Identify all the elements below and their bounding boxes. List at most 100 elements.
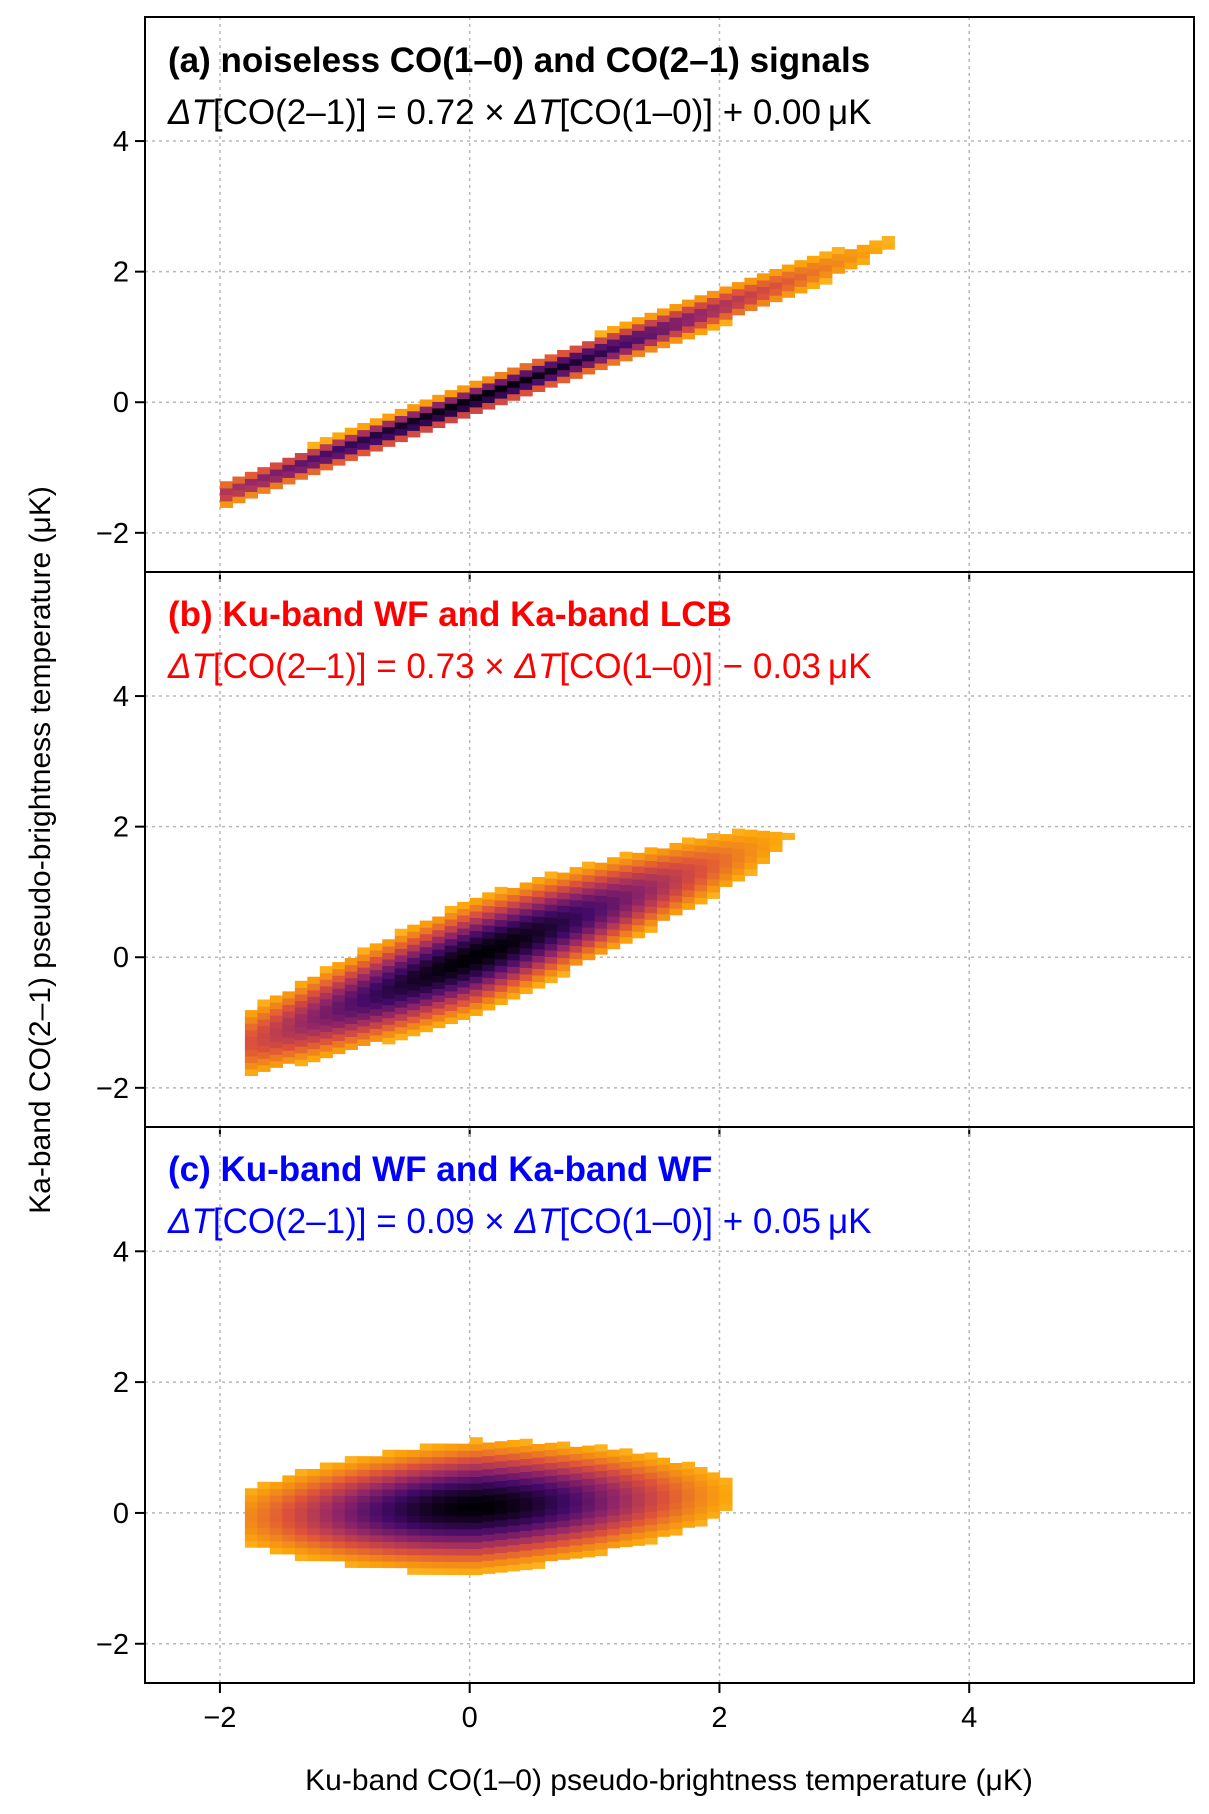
heatmap-cell <box>457 1456 471 1464</box>
heatmap-cell <box>619 1461 633 1469</box>
heatmap-cell <box>244 1036 258 1044</box>
heatmap-cell <box>457 1006 471 1014</box>
heatmap-cell <box>657 1470 671 1478</box>
heatmap-cell <box>756 850 771 858</box>
heatmap-cell <box>756 292 771 301</box>
heatmap-cell <box>469 1502 483 1510</box>
heatmap-cell <box>544 1468 558 1477</box>
heatmap-cell <box>332 432 346 440</box>
heatmap-cell <box>594 1450 608 1459</box>
heatmap-cell <box>557 957 571 965</box>
heatmap-cell <box>544 910 558 918</box>
heatmap-cell <box>607 929 621 937</box>
heatmap-cell <box>494 1519 508 1527</box>
heatmap-cell <box>307 1475 321 1483</box>
heatmap-cell <box>731 867 746 875</box>
heatmap-cell <box>444 925 458 933</box>
heatmap-cell <box>357 1501 371 1510</box>
heatmap-cell <box>357 993 371 1001</box>
heatmap-cell <box>332 1554 346 1562</box>
heatmap-cell <box>282 464 296 472</box>
y-tick-label: −2 <box>96 518 129 550</box>
heatmap-cell <box>407 404 421 412</box>
heatmap-cell <box>344 984 358 992</box>
fit-equation: ΔT[CO(2–1)] = 0.72 × ΔT[CO(1–0)] + 0.00 … <box>167 93 872 132</box>
heatmap-cell <box>432 949 446 957</box>
heatmap-cell <box>369 1475 383 1484</box>
heatmap-cell <box>357 436 371 444</box>
heatmap-cell <box>432 942 446 950</box>
heatmap-cell <box>731 861 746 869</box>
heatmap-cell <box>332 1040 346 1048</box>
heatmap-cell <box>532 1561 546 1569</box>
heatmap-cell <box>644 912 658 920</box>
heatmap-cell <box>394 1554 408 1562</box>
heatmap-cell <box>632 317 646 325</box>
heatmap-cell <box>269 1054 283 1062</box>
heatmap-cell <box>507 1538 521 1546</box>
heatmap-cell <box>694 1512 708 1520</box>
heatmap-cell <box>294 1488 308 1496</box>
heatmap-cell <box>432 916 446 924</box>
heatmap-cell <box>607 332 621 340</box>
heatmap-cell <box>319 1508 333 1516</box>
heatmap-cell <box>744 290 758 298</box>
heatmap-cell <box>444 958 458 966</box>
heatmap-cell <box>294 453 308 461</box>
heatmap-cell <box>781 290 795 298</box>
heatmap-cell <box>544 1488 558 1496</box>
heatmap-cell <box>407 1502 421 1510</box>
heatmap-cell <box>319 463 333 471</box>
heatmap-cell <box>669 1469 683 1477</box>
heatmap-cell <box>594 356 608 364</box>
heatmap-cell <box>419 1005 433 1013</box>
heatmap-cell <box>494 997 508 1006</box>
heatmap-cell <box>619 1487 633 1495</box>
heatmap-cell <box>369 1028 383 1036</box>
heatmap-cell <box>806 255 820 263</box>
heatmap-cell <box>569 919 583 927</box>
heatmap-cell <box>632 1538 646 1546</box>
heatmap-cell <box>269 1488 283 1496</box>
heatmap-cell <box>494 1473 508 1482</box>
heatmap-cell <box>519 902 533 910</box>
heatmap-cell <box>544 367 558 375</box>
heatmap-cell <box>432 420 446 429</box>
panel-b: −2 0 2 4 (b) Ku-band WF and Ka-band LCB ΔT[… <box>96 571 1195 1137</box>
heatmap-cell <box>644 1452 658 1460</box>
heatmap-cell <box>657 341 671 349</box>
heatmap-cell <box>244 1540 258 1548</box>
heatmap-cell <box>432 407 446 415</box>
heatmap-cell <box>419 953 433 961</box>
heatmap-cell <box>357 986 371 994</box>
heatmap-cell <box>819 251 833 259</box>
heatmap-cell <box>432 394 446 402</box>
heatmap-cell <box>619 1481 633 1489</box>
heatmap-cell <box>257 1019 271 1027</box>
heatmap-cell <box>557 363 571 371</box>
heatmap-cell <box>369 956 383 964</box>
heatmap-cell <box>257 1006 271 1014</box>
heatmap-cell <box>657 848 671 856</box>
heatmap-cell <box>669 1463 683 1471</box>
heatmap-cell <box>432 1463 446 1471</box>
heatmap-cell <box>582 1445 596 1453</box>
heatmap-cell <box>544 936 558 944</box>
heatmap-cell <box>407 924 421 932</box>
heatmap-cell <box>482 911 496 920</box>
heatmap-cell <box>357 1488 371 1497</box>
heatmap-cell <box>719 1484 733 1492</box>
heatmap-cell <box>544 1475 558 1483</box>
heatmap-cell <box>407 1482 421 1490</box>
heatmap-cell <box>432 955 446 963</box>
heatmap-cell <box>219 494 234 502</box>
heatmap-cell <box>569 1551 583 1559</box>
heatmap-cell <box>544 975 558 984</box>
heatmap-cell <box>357 1038 371 1046</box>
heatmap-cell <box>369 437 383 446</box>
heatmap-cell <box>569 925 583 933</box>
heatmap-cell <box>507 1453 521 1461</box>
heatmap-cell <box>444 1476 458 1484</box>
heatmap-cell <box>544 373 558 382</box>
heatmap-cell <box>307 983 321 991</box>
